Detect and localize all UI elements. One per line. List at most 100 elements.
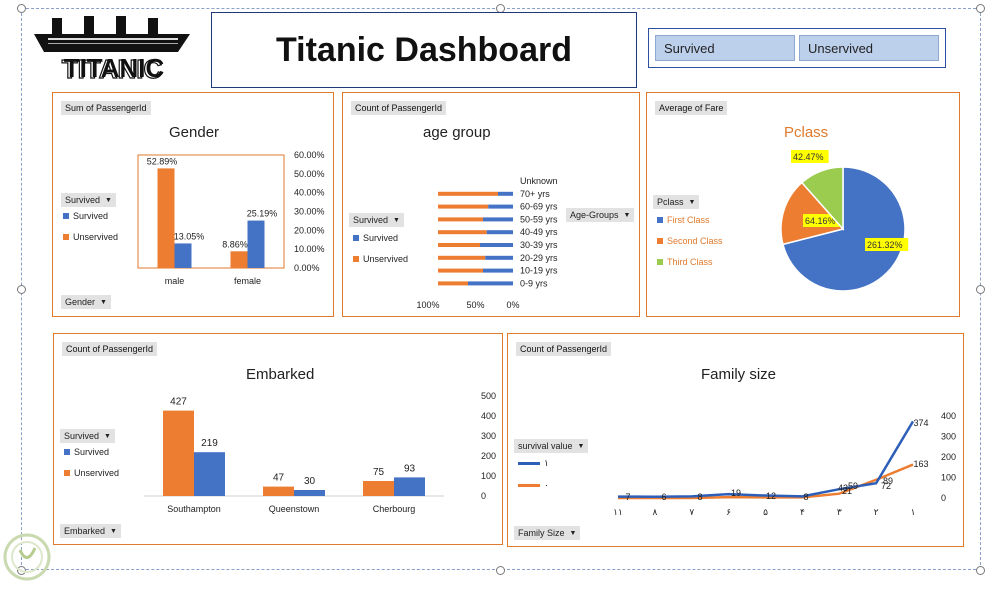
filter-label: Survived bbox=[353, 215, 389, 225]
titanic-logo: TITANIC TITANIC bbox=[28, 12, 196, 88]
y-tick-label: 100 bbox=[481, 471, 496, 481]
pie-slice bbox=[800, 166, 844, 231]
x-tick-label: ۱ bbox=[911, 507, 916, 517]
data-label: 8 bbox=[697, 492, 702, 502]
data-label: 21 bbox=[842, 486, 852, 496]
slicer-item-unservived[interactable]: Unservived bbox=[799, 35, 939, 61]
legend-label: Unservived bbox=[363, 254, 409, 264]
x-tick-label: female bbox=[234, 276, 261, 286]
age-survived-filter[interactable]: Survived ▼ bbox=[349, 213, 404, 227]
x-tick-label: ۳ bbox=[837, 507, 842, 517]
legend-swatch bbox=[657, 238, 663, 244]
legend-swatch bbox=[657, 259, 663, 265]
bar bbox=[480, 243, 513, 247]
x-tick-label: ۵ bbox=[763, 507, 768, 517]
data-label-bg bbox=[803, 214, 841, 227]
bar bbox=[486, 230, 513, 235]
y-tick-label: 20-29 yrs bbox=[520, 253, 558, 263]
x-tick-label: 100% bbox=[416, 300, 439, 310]
y-tick-label: 10-19 yrs bbox=[520, 266, 558, 276]
survival-value-filter[interactable]: survival value ▼ bbox=[514, 439, 589, 453]
pclass-legend: First Class Second Class Third Class bbox=[657, 215, 723, 278]
pclass-chart: 261.32% 64.16% 42.47% bbox=[780, 150, 909, 292]
chevron-down-icon: ▼ bbox=[569, 529, 577, 537]
legend-swatch bbox=[64, 470, 70, 476]
data-label: 163 bbox=[913, 459, 928, 469]
y-tick-label: 400 bbox=[941, 411, 956, 421]
gender-chart-title: Gender bbox=[169, 124, 220, 141]
filter-label: Survived bbox=[65, 195, 101, 205]
data-label: 75 bbox=[373, 467, 385, 478]
gender-survived-filter[interactable]: Survived ▼ bbox=[61, 193, 116, 207]
age-chart-title: age group bbox=[423, 124, 491, 141]
data-label: 52.89% bbox=[147, 156, 178, 166]
watermark-logo bbox=[3, 533, 51, 581]
y-tick-label: 500 bbox=[481, 391, 496, 401]
data-label: 47 bbox=[273, 473, 285, 484]
data-label: 219 bbox=[201, 438, 218, 449]
y-tick-label: 40.00% bbox=[294, 188, 325, 198]
resize-handle[interactable] bbox=[976, 566, 985, 575]
y-tick-label: 60.00% bbox=[294, 150, 325, 160]
data-label: 8 bbox=[803, 492, 808, 502]
chevron-down-icon: ▼ bbox=[623, 211, 631, 219]
resize-handle[interactable] bbox=[17, 285, 26, 294]
y-tick-label: 20.00% bbox=[294, 225, 325, 235]
data-label: 72 bbox=[881, 481, 891, 491]
y-tick-label: 0 bbox=[481, 491, 486, 501]
bar bbox=[438, 243, 480, 247]
legend-swatch bbox=[353, 256, 359, 262]
pclass-field-tag: Average of Fare bbox=[655, 101, 728, 115]
pclass-filter[interactable]: Pclass ▼ bbox=[653, 195, 700, 209]
data-label: 7 bbox=[625, 492, 630, 502]
y-tick-label: 400 bbox=[481, 411, 496, 421]
data-label: 42.47% bbox=[793, 152, 824, 162]
embarked-survived-filter[interactable]: Survived ▼ bbox=[60, 429, 115, 443]
bar bbox=[438, 204, 489, 209]
bar bbox=[468, 281, 513, 286]
x-tick-label: Cherbourg bbox=[373, 504, 416, 514]
slicer-item-survived[interactable]: Survived bbox=[655, 35, 795, 61]
resize-handle[interactable] bbox=[17, 4, 26, 13]
legend-label: Unservived bbox=[73, 232, 119, 242]
x-tick-label: 50% bbox=[466, 300, 484, 310]
filter-label: Survived bbox=[64, 431, 100, 441]
y-tick-label: 0.00% bbox=[294, 263, 320, 273]
bar bbox=[174, 243, 192, 268]
filter-label: Embarked bbox=[64, 526, 106, 536]
embarked-panel: Count of PassengerId Embarked Survived ▼ … bbox=[53, 333, 503, 545]
family-size-filter[interactable]: Family Size ▼ bbox=[514, 526, 581, 540]
data-label: 427 bbox=[170, 397, 187, 408]
bar bbox=[483, 268, 513, 273]
gender-filter-button[interactable]: Gender ▼ bbox=[61, 295, 111, 309]
bar bbox=[230, 251, 248, 268]
chevron-down-icon: ▼ bbox=[393, 216, 400, 224]
x-tick-label: ۴ bbox=[800, 507, 805, 517]
bar bbox=[483, 217, 513, 222]
pclass-chart-title: Pclass bbox=[784, 124, 829, 141]
filter-label: Gender bbox=[65, 297, 96, 307]
legend-swatch bbox=[64, 449, 70, 455]
age-groups-filter[interactable]: Age-Groups ▼ bbox=[566, 208, 635, 222]
data-label: 59 bbox=[848, 481, 858, 491]
data-label: 8.86% bbox=[222, 239, 248, 249]
family-chart-title: Family size bbox=[701, 366, 777, 383]
resize-handle[interactable] bbox=[976, 285, 985, 294]
bar bbox=[438, 268, 483, 273]
chevron-down-icon: ▼ bbox=[577, 442, 585, 450]
bar bbox=[438, 281, 468, 286]
filter-label: survival value bbox=[518, 441, 573, 451]
x-tick-label: ۸ bbox=[652, 507, 657, 517]
bar bbox=[247, 220, 265, 268]
y-tick-label: Unknown bbox=[520, 176, 558, 186]
plot-area-border bbox=[137, 154, 285, 269]
embarked-filter-button[interactable]: Embarked ▼ bbox=[60, 524, 121, 538]
bar bbox=[485, 255, 513, 260]
resize-handle[interactable] bbox=[976, 4, 985, 13]
resize-handle[interactable] bbox=[496, 566, 505, 575]
data-label: 89 bbox=[883, 476, 893, 486]
embarked-legend: Survived Unservived bbox=[64, 447, 119, 489]
legend-label: Second Class bbox=[667, 236, 723, 246]
bar bbox=[438, 191, 498, 196]
bar bbox=[438, 217, 483, 222]
